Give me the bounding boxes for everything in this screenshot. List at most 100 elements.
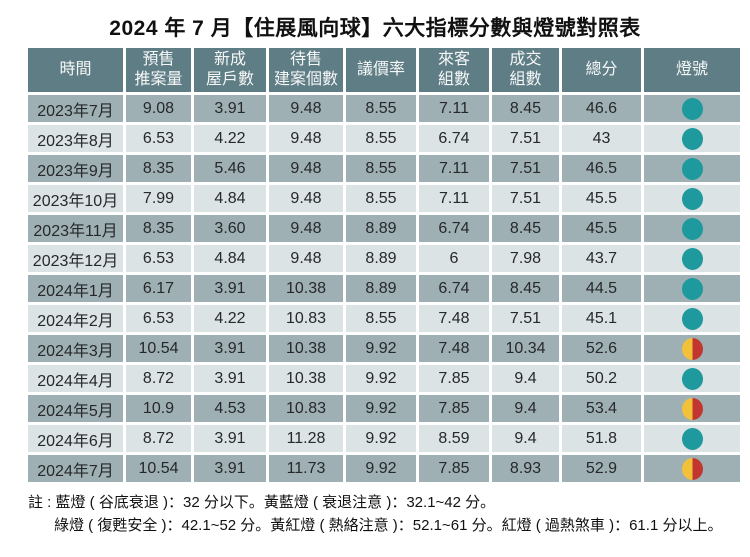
cell-value: 9.48: [269, 155, 343, 182]
cell-time: 2024年5月: [28, 395, 123, 422]
cell-value: 8.59: [419, 425, 489, 452]
cell-time: 2023年9月: [28, 155, 123, 182]
cell-time: 2023年10月: [28, 185, 123, 212]
green-light-icon: [681, 427, 703, 450]
column-header-1: 預售 推案量: [126, 48, 191, 92]
table-header-row: 時間 預售 推案量 新成 屋戶數 待售 建案個數 議價率 來客 組數 成交 組數 總分 燈號: [28, 48, 740, 92]
cell-value: 8.35: [126, 215, 191, 242]
cell-value: 7.11: [419, 185, 489, 212]
cell-value: 3.91: [194, 365, 266, 392]
yellow-red-light-icon: [681, 337, 703, 360]
column-header-7: 總分: [562, 48, 641, 92]
cell-value: 6.53: [126, 245, 191, 272]
cell-value: 7.99: [126, 185, 191, 212]
cell-light: [644, 275, 740, 302]
cell-value: 9.48: [269, 185, 343, 212]
cell-value: 52.6: [562, 335, 641, 362]
green-light-icon: [681, 217, 703, 240]
table-row: 2024年7月 10.54 3.91 11.73 9.92 7.85 8.93 52.9: [28, 455, 740, 482]
cell-value: 52.9: [562, 455, 641, 482]
cell-light: [644, 455, 740, 482]
table-row: 2023年9月 8.35 5.46 9.48 8.55 7.11 7.51 46.5: [28, 155, 740, 182]
cell-value: 9.92: [346, 425, 416, 452]
cell-value: 9.48: [269, 95, 343, 122]
green-light-icon: [681, 367, 703, 390]
table-row: 2024年6月 8.72 3.91 11.28 9.92 8.59 9.4 51.8: [28, 425, 740, 452]
cell-light: [644, 365, 740, 392]
cell-value: 9.4: [492, 395, 559, 422]
cell-value: 8.55: [346, 155, 416, 182]
cell-value: 10.38: [269, 365, 343, 392]
cell-value: 4.22: [194, 125, 266, 152]
cell-value: 45.5: [562, 185, 641, 212]
cell-time: 2023年7月: [28, 95, 123, 122]
legend-notes: 註 : 藍燈 ( 谷底衰退 )：32 分以下。黃藍燈 ( 衰退注意 )：32.1…: [0, 492, 750, 537]
cell-value: 7.98: [492, 245, 559, 272]
cell-value: 10.83: [269, 305, 343, 332]
cell-value: 7.11: [419, 155, 489, 182]
cell-value: 10.9: [126, 395, 191, 422]
cell-time: 2024年2月: [28, 305, 123, 332]
cell-value: 4.84: [194, 245, 266, 272]
cell-value: 6.74: [419, 215, 489, 242]
cell-value: 8.89: [346, 245, 416, 272]
cell-light: [644, 335, 740, 362]
cell-time: 2024年7月: [28, 455, 123, 482]
cell-value: 7.85: [419, 395, 489, 422]
table-row: 2024年1月 6.17 3.91 10.38 8.89 6.74 8.45 44.5: [28, 275, 740, 302]
green-light-icon: [681, 127, 703, 150]
cell-time: 2024年3月: [28, 335, 123, 362]
cell-light: [644, 155, 740, 182]
cell-value: 51.8: [562, 425, 641, 452]
cell-value: 7.85: [419, 455, 489, 482]
cell-value: 3.60: [194, 215, 266, 242]
cell-value: 6.74: [419, 275, 489, 302]
cell-value: 8.89: [346, 215, 416, 242]
cell-time: 2024年4月: [28, 365, 123, 392]
cell-value: 8.55: [346, 305, 416, 332]
cell-value: 11.73: [269, 455, 343, 482]
cell-value: 7.11: [419, 95, 489, 122]
cell-value: 4.53: [194, 395, 266, 422]
indicator-table: 時間 預售 推案量 新成 屋戶數 待售 建案個數 議價率 來客 組數 成交 組數 總分 燈號 2…: [25, 45, 743, 485]
cell-light: [644, 245, 740, 272]
cell-time: 2024年1月: [28, 275, 123, 302]
cell-light: [644, 215, 740, 242]
table-row: 2024年5月 10.9 4.53 10.83 9.92 7.85 9.4 53.4: [28, 395, 740, 422]
cell-value: 9.92: [346, 395, 416, 422]
cell-value: 3.91: [194, 425, 266, 452]
cell-value: 8.35: [126, 155, 191, 182]
cell-value: 5.46: [194, 155, 266, 182]
cell-value: 8.72: [126, 425, 191, 452]
cell-value: 9.4: [492, 365, 559, 392]
cell-value: 10.34: [492, 335, 559, 362]
cell-value: 8.55: [346, 95, 416, 122]
table-row: 2024年3月 10.54 3.91 10.38 9.92 7.48 10.34 52.6: [28, 335, 740, 362]
column-header-8: 燈號: [644, 48, 740, 92]
cell-value: 7.48: [419, 335, 489, 362]
cell-value: 45.1: [562, 305, 641, 332]
cell-value: 46.5: [562, 155, 641, 182]
column-header-0: 時間: [28, 48, 123, 92]
table-row: 2023年7月 9.08 3.91 9.48 8.55 7.11 8.45 46.6: [28, 95, 740, 122]
cell-value: 7.51: [492, 185, 559, 212]
yellow-red-light-icon: [681, 397, 703, 420]
cell-time: 2024年6月: [28, 425, 123, 452]
cell-value: 7.48: [419, 305, 489, 332]
cell-value: 9.92: [346, 455, 416, 482]
table-row: 2023年10月 7.99 4.84 9.48 8.55 7.11 7.51 45.5: [28, 185, 740, 212]
cell-value: 3.91: [194, 335, 266, 362]
cell-value: 4.22: [194, 305, 266, 332]
cell-light: [644, 95, 740, 122]
cell-value: 44.5: [562, 275, 641, 302]
cell-value: 7.51: [492, 155, 559, 182]
cell-value: 8.93: [492, 455, 559, 482]
cell-value: 46.6: [562, 95, 641, 122]
cell-value: 43: [562, 125, 641, 152]
cell-time: 2023年11月: [28, 215, 123, 242]
cell-light: [644, 125, 740, 152]
cell-value: 9.08: [126, 95, 191, 122]
green-light-icon: [681, 157, 703, 180]
cell-value: 7.51: [492, 305, 559, 332]
cell-value: 8.72: [126, 365, 191, 392]
